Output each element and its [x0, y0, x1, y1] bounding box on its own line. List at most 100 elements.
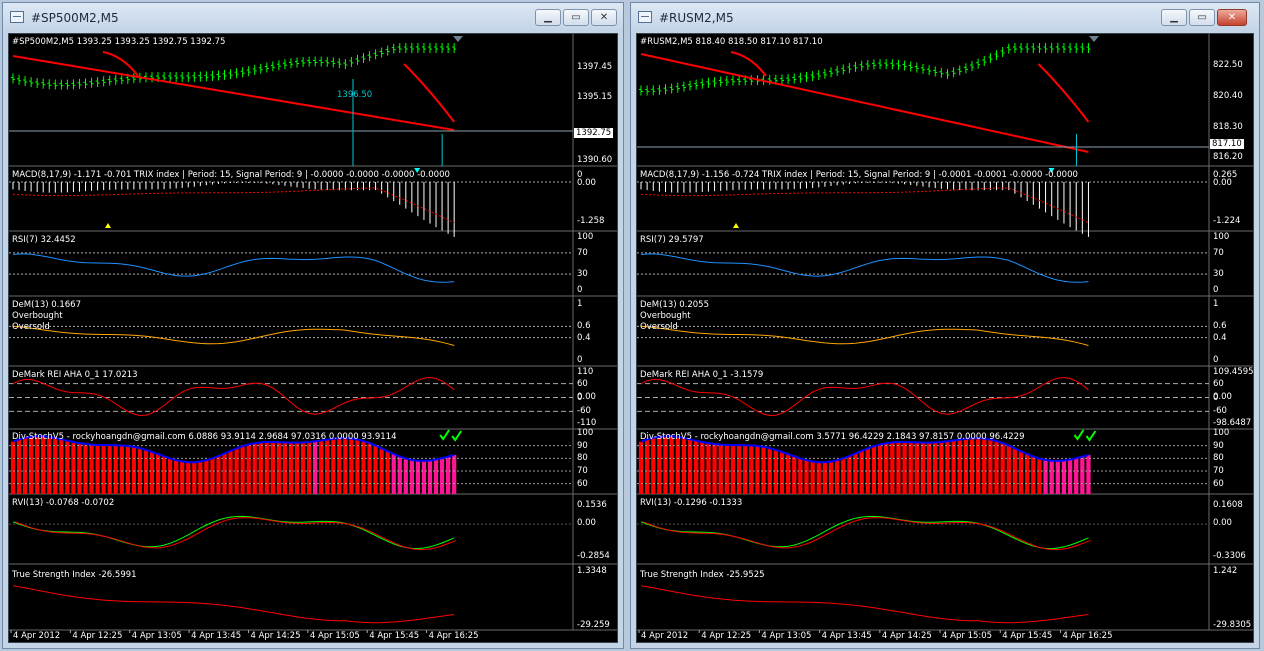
stoch-scale-label: 90: [1213, 440, 1224, 451]
stoch-bar: [908, 442, 913, 494]
maximize-button[interactable]: ▭: [563, 9, 589, 26]
rei-line: [640, 376, 1089, 417]
stoch-bar: [282, 442, 288, 494]
stoch-bar: [234, 448, 239, 494]
stoch-bar: [755, 445, 760, 494]
dem-label: DeM(13) 0.1667: [12, 300, 82, 310]
stoch-bar: [657, 436, 662, 494]
stoch-bar: [222, 453, 227, 494]
macd-scale-label: 0.00: [1213, 178, 1232, 188]
stoch-bar: [1074, 458, 1079, 494]
stoch-bar: [969, 438, 975, 494]
stoch-bar: [349, 438, 354, 494]
stoch-bar: [77, 443, 82, 494]
stoch-bar: [246, 444, 251, 494]
stoch-bar: [724, 444, 729, 494]
stoch-label: Div-StochV5 - rockyhoangdn@gmail.com 6.0…: [12, 432, 397, 442]
chart-window-icon: [10, 11, 24, 23]
stoch-bar: [439, 458, 445, 494]
chart-area[interactable]: #RUSM2,M5 818.40 818.50 817.10 817.10 822…: [636, 33, 1254, 643]
stoch-bar: [445, 456, 451, 494]
stoch-bar: [1086, 454, 1091, 494]
rsi-label: RSI(7) 32.4452: [12, 235, 76, 245]
stoch-bar: [427, 460, 433, 494]
dem-overbought-label: Overbought: [640, 311, 691, 321]
stoch-bar: [270, 441, 275, 494]
chart-window-sp500[interactable]: #SP500M2,M5 ▁ ▭ ✕ 1396.50 #SP500M2,M5 139…: [2, 2, 624, 649]
stoch-bar: [35, 436, 40, 494]
stoch-scale-label: 60: [1213, 478, 1224, 489]
price-scale-label: 818.30: [1213, 122, 1243, 132]
price-marker-label: 1396.50: [337, 90, 373, 100]
rei-scale-label: -110: [577, 418, 597, 428]
rvi-signal-line: [642, 517, 1091, 551]
stoch-bar: [939, 441, 944, 494]
window-titlebar[interactable]: #SP500M2,M5 ▁ ▭ ✕: [3, 3, 623, 31]
dem-oversold-label: Oversold: [640, 322, 678, 332]
rvi-scale-label: 0.00: [1213, 518, 1232, 529]
stoch-bar: [373, 445, 378, 494]
chart-window-icon: [638, 11, 652, 23]
stoch-bar: [712, 444, 717, 494]
stoch-bar: [137, 448, 143, 494]
stoch-bar: [313, 441, 318, 494]
chart-window-rus[interactable]: #RUSM2,M5 ▁ ▭ ✕ #RUSM2,M5 818.40 818.50 …: [630, 2, 1260, 649]
stoch-bar: [264, 442, 269, 494]
close-button[interactable]: ✕: [1217, 9, 1247, 26]
rsi-scale-label: 100: [1213, 232, 1230, 242]
rei-scale-label: 60: [577, 378, 588, 389]
window-title: #SP500M2,M5: [31, 11, 119, 25]
stoch-bar: [228, 450, 233, 494]
tsi-scale-label: -29.8305: [1213, 620, 1252, 630]
stoch-bar: [186, 462, 191, 494]
time-axis-label: 4 Apr 13:05: [131, 631, 182, 641]
time-axis-label: 4 Apr 13:45: [191, 631, 242, 641]
chart-area[interactable]: 1396.50 #SP500M2,M5 1393.25 1393.25 1392.…: [8, 33, 618, 643]
macd-label: MACD(8,17,9) -1.156 -0.724 TRIX index | …: [640, 170, 1078, 180]
stoch-bar: [252, 443, 257, 494]
minimize-button[interactable]: ▁: [535, 9, 561, 26]
rvi-label: RVI(13) -0.0768 -0.0702: [12, 498, 115, 508]
rei-scale-label: -60: [577, 406, 591, 417]
stoch-bar: [89, 444, 94, 494]
stoch-bar: [367, 443, 372, 494]
rei-scale-label: 0.00: [577, 392, 596, 403]
dem-overbought-label: Overbought: [12, 311, 63, 321]
rei-label: DeMark REI AHA 0_1 17.0213: [12, 370, 138, 380]
rei-scale-label: 0.00: [1213, 392, 1232, 403]
rsi-line: [12, 253, 455, 283]
stoch-line: [12, 435, 455, 464]
maximize-button[interactable]: ▭: [1189, 9, 1215, 26]
stoch-bar: [877, 444, 883, 494]
stoch-line: [640, 435, 1089, 464]
stoch-bar: [644, 439, 650, 494]
stoch-bar: [706, 443, 711, 494]
stoch-bar: [385, 451, 390, 494]
stoch-bar: [1006, 445, 1011, 494]
stoch-bar: [168, 458, 173, 494]
close-button[interactable]: ✕: [591, 9, 617, 26]
stoch-bar: [210, 458, 215, 494]
stoch-bar: [761, 446, 766, 494]
stoch-bar: [155, 454, 161, 494]
minimize-button[interactable]: ▁: [1161, 9, 1187, 26]
stoch-scale-label: 60: [577, 478, 588, 489]
stoch-bar: [149, 451, 155, 494]
stoch-bar: [391, 454, 396, 494]
stoch-bar: [718, 444, 723, 494]
rei-scale-label: -60: [1213, 406, 1227, 417]
window-titlebar[interactable]: #RUSM2,M5 ▁ ▭ ✕: [631, 3, 1259, 31]
stoch-bar: [779, 451, 785, 494]
tsi-line: [12, 585, 455, 624]
rei-scale-label: -98.6487: [1213, 418, 1252, 428]
dem-scale-label: 0: [1213, 355, 1219, 365]
stoch-bar: [681, 437, 687, 494]
window-title: #RUSM2,M5: [659, 11, 734, 25]
time-axis-label: 4 Apr 16:25: [1062, 631, 1113, 641]
stoch-bar: [853, 453, 858, 494]
dem-scale-label: 1: [1213, 299, 1219, 309]
rvi-scale-label: 0.00: [577, 518, 596, 529]
stoch-bar: [896, 442, 901, 494]
stoch-scale-label: 70: [1213, 466, 1224, 476]
stoch-bar: [1018, 451, 1024, 494]
